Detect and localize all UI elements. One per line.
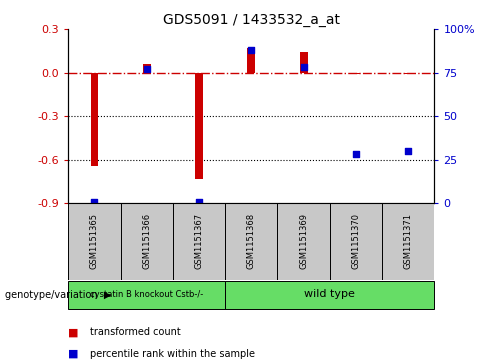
- Text: percentile rank within the sample: percentile rank within the sample: [90, 349, 255, 359]
- Text: GSM1151371: GSM1151371: [404, 213, 413, 269]
- Point: [247, 47, 255, 53]
- Point: [300, 65, 307, 70]
- FancyBboxPatch shape: [382, 203, 434, 280]
- FancyBboxPatch shape: [68, 281, 225, 309]
- FancyBboxPatch shape: [278, 203, 330, 280]
- Text: ■: ■: [68, 349, 79, 359]
- Bar: [352, 73, 360, 74]
- Point: [143, 66, 151, 72]
- Text: GSM1151369: GSM1151369: [299, 213, 308, 269]
- Text: GSM1151367: GSM1151367: [195, 213, 203, 269]
- Bar: [300, 52, 307, 73]
- Bar: [195, 73, 203, 179]
- Point: [91, 199, 99, 204]
- Text: genotype/variation  ▶: genotype/variation ▶: [5, 290, 111, 300]
- Title: GDS5091 / 1433532_a_at: GDS5091 / 1433532_a_at: [163, 13, 340, 26]
- Point: [404, 148, 412, 154]
- FancyBboxPatch shape: [225, 281, 434, 309]
- Text: ■: ■: [68, 327, 79, 337]
- Bar: [404, 73, 412, 74]
- FancyBboxPatch shape: [173, 203, 225, 280]
- Text: wild type: wild type: [305, 289, 355, 299]
- FancyBboxPatch shape: [225, 203, 278, 280]
- Point: [352, 152, 360, 158]
- Bar: [247, 48, 255, 73]
- FancyBboxPatch shape: [68, 203, 121, 280]
- Bar: [91, 73, 99, 166]
- FancyBboxPatch shape: [121, 203, 173, 280]
- Text: GSM1151365: GSM1151365: [90, 213, 99, 269]
- Text: transformed count: transformed count: [90, 327, 181, 337]
- Text: cystatin B knockout Cstb-/-: cystatin B knockout Cstb-/-: [90, 290, 203, 299]
- Text: GSM1151368: GSM1151368: [247, 213, 256, 269]
- FancyBboxPatch shape: [330, 203, 382, 280]
- Point: [195, 199, 203, 204]
- Bar: [143, 64, 151, 73]
- Text: GSM1151366: GSM1151366: [142, 213, 151, 269]
- Text: GSM1151370: GSM1151370: [351, 213, 361, 269]
